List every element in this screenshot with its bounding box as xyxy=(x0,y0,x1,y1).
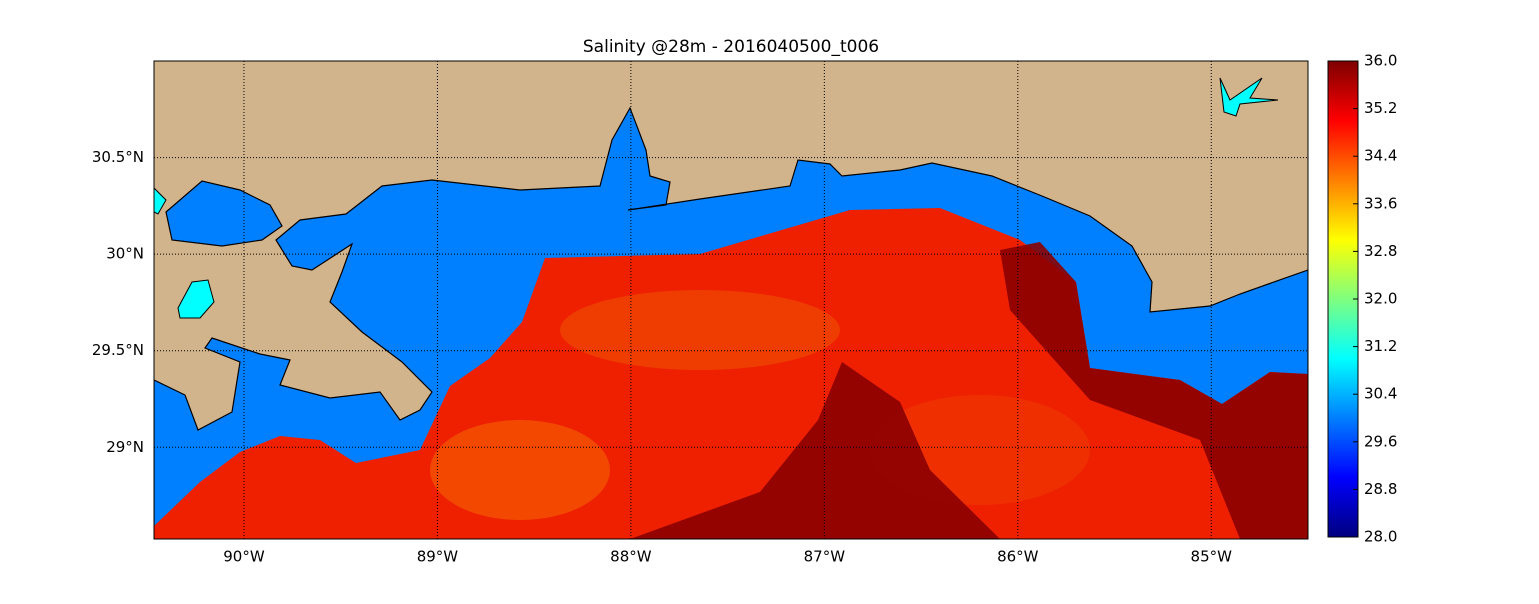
cyan-water xyxy=(1219,77,1279,117)
x-tick-label: 90°W xyxy=(223,548,265,566)
colorbar-tick-label: 34.4 xyxy=(1364,147,1397,165)
x-tick-label: 89°W xyxy=(417,548,459,566)
cyan-water xyxy=(154,187,167,215)
colorbar-tick-label: 31.2 xyxy=(1364,337,1397,355)
map-field xyxy=(154,61,1308,539)
y-tick-label: 30.5°N xyxy=(92,148,144,166)
plot-frame xyxy=(153,60,1309,540)
x-tick-label: 88°W xyxy=(610,548,652,566)
colorbar-tick-label: 30.4 xyxy=(1364,385,1397,403)
colorbar-tick-label: 32.0 xyxy=(1364,290,1397,308)
y-tick-label: 29.5°N xyxy=(92,341,144,359)
cyan-water xyxy=(177,279,215,319)
y-tick-label: 30°N xyxy=(106,245,144,263)
x-tick-label: 86°W xyxy=(997,548,1039,566)
colorbar-tick-label: 29.6 xyxy=(1364,432,1397,450)
salinity-high xyxy=(1000,242,1308,539)
salinity-patch xyxy=(430,420,610,520)
salinity-high xyxy=(630,362,1000,539)
salinity-patch xyxy=(560,290,840,370)
grid xyxy=(154,61,1308,539)
colorbar-tick-label: 36.0 xyxy=(1364,52,1397,70)
colorbar-tick-label: 35.2 xyxy=(1364,99,1397,117)
y-tick-label: 29°N xyxy=(106,438,144,456)
x-tick-label: 87°W xyxy=(804,548,846,566)
x-tick-label: 85°W xyxy=(1191,548,1233,566)
colorbar-tick-label: 28.0 xyxy=(1364,528,1397,546)
map-title: Salinity @28m - 2016040500_t006 xyxy=(583,37,879,57)
colorbar-tick-label: 33.6 xyxy=(1364,194,1397,212)
colorbar-tick-label: 28.8 xyxy=(1364,480,1397,498)
colorbar-tick-label: 32.8 xyxy=(1364,242,1397,260)
lake xyxy=(165,180,283,247)
